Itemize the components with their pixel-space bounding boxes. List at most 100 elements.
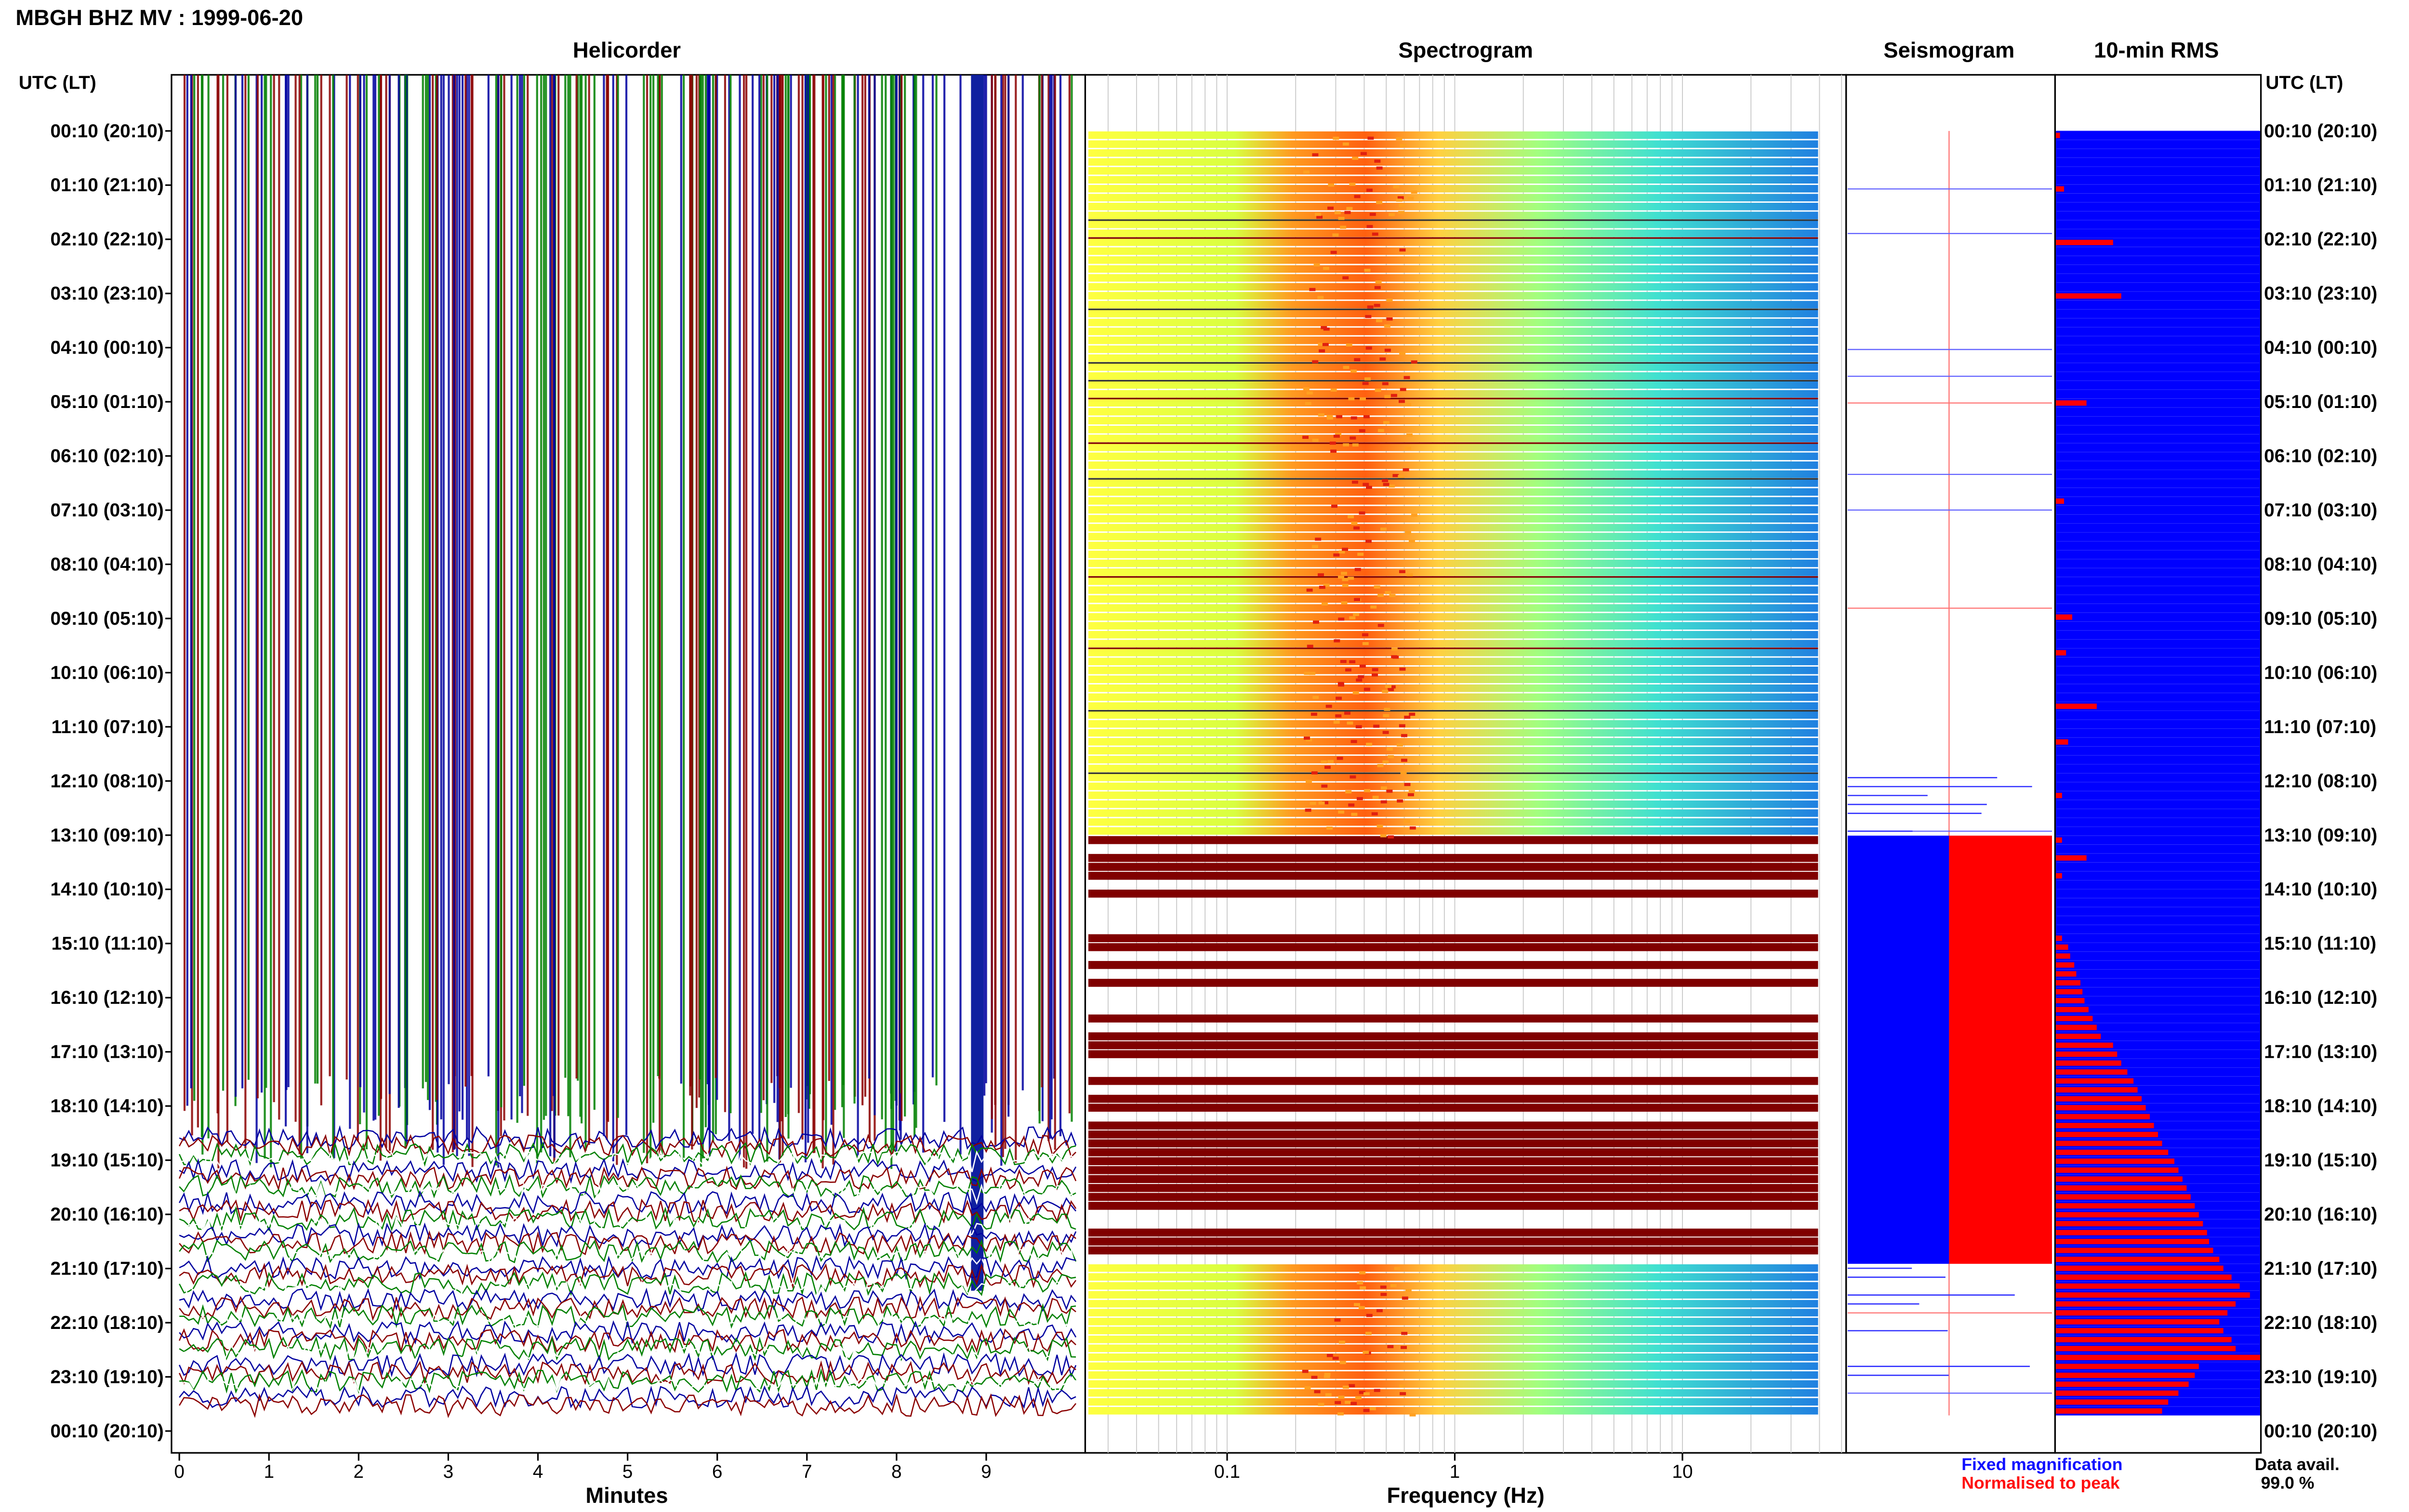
data-avail-value: 99.0 % (2261, 1474, 2315, 1494)
rms-bar (2056, 703, 2097, 709)
rms-bar (2056, 1015, 2093, 1022)
spectrogram-speckle (1327, 206, 1334, 210)
rms-bar (2056, 1390, 2179, 1396)
helicorder-trace (179, 1368, 1077, 1394)
spectrogram-speckle (1408, 790, 1415, 793)
spectrogram-speckle (1382, 479, 1389, 482)
rms-bar (2056, 1354, 2261, 1360)
spectrogram-row (1088, 345, 1818, 353)
spectrogram-row (1088, 283, 1818, 291)
spectrogram-row (1088, 702, 1818, 710)
spectrogram-speckle (1310, 802, 1316, 805)
spectrogram-row (1088, 336, 1818, 344)
rms-bar (2056, 1042, 2113, 1048)
spectrogram-speckle (1401, 759, 1407, 762)
spectrogram-saturated-row (1088, 871, 1818, 880)
seismogram-panel (1845, 74, 2056, 1454)
spectrogram-speckle (1411, 360, 1417, 364)
spectrogram-speckle (1377, 825, 1383, 828)
spectrogram-saturated-row (1088, 934, 1818, 943)
rms-bar (2056, 1203, 2195, 1209)
spectrogram-speckle (1374, 1389, 1380, 1392)
spectrogram-speckle (1359, 429, 1365, 433)
spectrogram-speckle (1364, 377, 1371, 381)
time-label-left: 10:10 (06:10) (51, 662, 164, 683)
time-label-left: 13:10 (09:10) (51, 825, 164, 846)
spectrogram-speckle (1302, 435, 1309, 439)
rms-bar (2056, 1212, 2199, 1218)
spectrogram-row (1088, 640, 1818, 647)
time-label-right: 15:10 (11:10) (2264, 933, 2376, 954)
spectrogram-speckle (1376, 201, 1383, 204)
spectrogram-speckle (1311, 771, 1318, 775)
spectrogram-speckle (1333, 434, 1340, 438)
spectrogram-speckle (1382, 690, 1389, 693)
rms-bar (2056, 998, 2085, 1003)
spectrogram-row (1088, 711, 1818, 719)
helicorder-xtick-label: 6 (712, 1461, 723, 1482)
spectrogram-speckle (1364, 268, 1371, 272)
spectrogram-row (1088, 1398, 1818, 1406)
rms-bar (2056, 1194, 2191, 1200)
helicorder-xtick-label: 0 (174, 1461, 185, 1482)
spectrogram-speckle (1409, 826, 1416, 830)
spectrogram-row (1088, 782, 1818, 790)
spectrogram-speckle (1362, 633, 1368, 637)
spectrogram-speckle (1389, 685, 1396, 689)
spectrogram-speckle (1354, 195, 1361, 198)
spectrogram-speckle (1363, 1392, 1370, 1395)
spectrogram-panel: 0.1 1 10 (1084, 74, 1847, 1482)
spectrogram-speckle (1402, 1296, 1408, 1300)
spectrogram-speckle (1399, 1384, 1406, 1388)
spectrogram-speckle (1342, 142, 1349, 146)
spectrogram-speckle (1338, 1341, 1345, 1344)
spectrogram-speckle (1351, 813, 1358, 816)
spectrogram-speckle (1353, 526, 1360, 530)
helicorder-trace (179, 1149, 1077, 1175)
spectrogram-saturated-row (1088, 1175, 1818, 1183)
spectrogram-speckle (1401, 734, 1407, 737)
spectrogram-speckle (1385, 684, 1392, 688)
spectrogram-speckle (1346, 207, 1353, 210)
helicorder-trace (179, 1303, 1076, 1329)
spectrogram-saturated-row (1088, 1246, 1818, 1255)
spectrogram-row (1088, 756, 1818, 763)
spectrogram-speckle (1350, 1402, 1357, 1405)
rms-bar (2056, 1167, 2179, 1173)
rms-bar (2056, 792, 2062, 799)
spectrogram-speckle (1387, 747, 1393, 751)
spectrogram-speckle (1396, 137, 1403, 141)
helicorder-trace (178, 1328, 1076, 1354)
spectrogram-speckle (1345, 668, 1351, 671)
time-label-left: 01:10 (21:10) (51, 175, 164, 196)
spectrogram-speckle (1306, 588, 1313, 592)
spectrogram-speckle (1314, 212, 1321, 216)
time-label-right: 04:10 (00:10) (2264, 338, 2377, 358)
rms-bar (2056, 944, 2068, 950)
spectrogram-saturated-row (1088, 1032, 1818, 1040)
rms-bar (2056, 1123, 2154, 1129)
spectrogram-speckle (1409, 712, 1416, 716)
time-label-left: 19:10 (15:10) (51, 1150, 164, 1171)
helicorder-trace (179, 1198, 1077, 1224)
spectrogram-speckle (1397, 196, 1404, 199)
rms-bar (2056, 1265, 2224, 1271)
spectrogram-speckle (1341, 601, 1348, 605)
spectrogram-row (1088, 292, 1818, 300)
spectrogram-row (1088, 613, 1818, 621)
spectrogram-row (1088, 354, 1818, 362)
time-label-left: 12:10 (08:10) (51, 771, 164, 791)
spectrogram-speckle (1335, 714, 1342, 718)
spectrogram-row (1088, 1335, 1818, 1343)
rms-bar (2056, 650, 2066, 656)
spectrogram-row (1088, 764, 1818, 773)
spectrogram-speckle (1304, 671, 1310, 675)
spectrogram-row (1088, 774, 1818, 781)
spectrogram-speckle (1307, 644, 1313, 648)
spectrogram-speckle (1310, 712, 1317, 716)
spectrogram-speckle (1335, 1401, 1341, 1405)
time-label-right: 10:10 (06:10) (2264, 662, 2377, 683)
figure-title: MBGH BHZ MV : 1999-06-20 (15, 4, 304, 30)
spectrogram-speckle (1317, 296, 1324, 299)
spectrogram-saturated-row (1088, 1050, 1818, 1058)
